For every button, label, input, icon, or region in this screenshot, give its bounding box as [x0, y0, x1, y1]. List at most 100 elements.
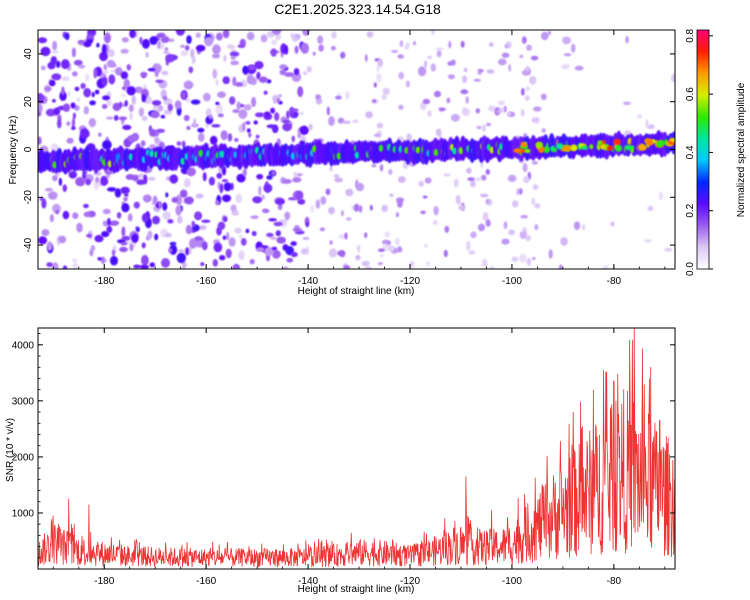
background-noise-blob [508, 229, 515, 236]
noise-scatter-blob [433, 90, 442, 98]
noise-scatter-blob [221, 194, 232, 203]
noise-scatter-blob [256, 247, 265, 252]
spectrogram-y-axis-label: Frequency (Hz) [8, 116, 19, 185]
noise-scatter-blob [89, 100, 96, 106]
signal-band-core [336, 152, 342, 160]
noise-scatter-blob [222, 76, 230, 85]
noise-scatter-blob [526, 44, 532, 51]
noise-scatter-blob [255, 134, 260, 139]
signal-hot-spot [581, 145, 588, 150]
background-noise-blob [380, 253, 384, 258]
noise-scatter-blob [160, 36, 170, 43]
noise-scatter-blob [106, 187, 117, 192]
noise-scatter-blob [294, 45, 299, 54]
background-noise-blob [548, 249, 553, 259]
signal-hot-spot [599, 144, 607, 150]
background-noise-blob [398, 104, 404, 110]
background-noise-blob [423, 244, 428, 248]
noise-scatter-blob [186, 167, 196, 177]
noise-scatter-blob [169, 174, 179, 184]
noise-scatter-blob [424, 60, 428, 68]
noise-scatter-blob [152, 215, 160, 225]
background-noise-blob [243, 104, 252, 111]
noise-scatter-blob [185, 224, 193, 235]
noise-scatter-blob [297, 131, 302, 139]
noise-scatter-blob [326, 106, 330, 116]
noise-scatter-blob [238, 109, 248, 119]
background-noise-blob [108, 49, 115, 58]
noise-scatter-blob [38, 111, 42, 117]
noise-scatter-blob [300, 42, 310, 54]
noise-scatter-blob [358, 205, 363, 213]
noise-scatter-blob [299, 125, 309, 135]
snr-x-tick-label: -80 [607, 576, 622, 587]
background-noise-blob [366, 31, 374, 38]
noise-scatter-blob [183, 80, 194, 90]
noise-scatter-blob [276, 98, 280, 103]
noise-scatter-blob [234, 138, 239, 142]
noise-scatter-blob [160, 114, 166, 119]
background-noise-blob [571, 43, 576, 53]
noise-scatter-blob [121, 235, 131, 241]
noise-scatter-blob [262, 208, 270, 214]
noise-scatter-blob [219, 255, 226, 261]
noise-scatter-blob [340, 210, 345, 217]
background-noise-blob [466, 167, 472, 174]
noise-scatter-blob [256, 173, 264, 180]
noise-scatter-blob [141, 213, 149, 223]
background-noise-blob [230, 204, 237, 212]
background-noise-blob [246, 32, 255, 41]
background-noise-blob [203, 92, 211, 102]
noise-scatter-blob [433, 220, 438, 225]
noise-scatter-blob [373, 133, 381, 137]
noise-scatter-blob [38, 93, 45, 104]
noise-scatter-blob [251, 96, 257, 108]
noise-scatter-blob [248, 132, 252, 138]
noise-scatter-blob [168, 248, 173, 253]
background-noise-blob [154, 136, 160, 144]
noise-scatter-blob [101, 43, 107, 55]
background-noise-blob [477, 223, 486, 232]
noise-scatter-blob [519, 188, 523, 195]
noise-scatter-blob [183, 114, 190, 122]
noise-scatter-blob [219, 183, 224, 193]
noise-scatter-blob [530, 55, 539, 61]
background-noise-blob [137, 173, 146, 179]
noise-scatter-blob [71, 117, 76, 129]
noise-scatter-blob [312, 51, 316, 56]
noise-scatter-blob [185, 247, 190, 256]
background-noise-blob [88, 118, 97, 128]
noise-scatter-blob [503, 221, 508, 230]
noise-scatter-blob [141, 254, 149, 266]
signal-band-core [180, 157, 186, 165]
noise-scatter-blob [252, 196, 263, 204]
background-noise-blob [381, 93, 387, 101]
noise-scatter-blob [133, 201, 140, 209]
noise-scatter-blob [57, 119, 62, 129]
noise-scatter-blob [114, 188, 122, 198]
noise-scatter-blob [282, 179, 292, 184]
noise-scatter-blob [453, 178, 459, 188]
background-noise-blob [138, 107, 145, 117]
noise-scatter-blob [340, 51, 346, 59]
background-noise-blob [603, 265, 609, 269]
signal-band-core [219, 150, 225, 158]
noise-scatter-blob [71, 126, 76, 131]
background-noise-blob [388, 168, 393, 175]
background-noise-blob [435, 47, 444, 51]
background-noise-blob [296, 173, 303, 177]
signal-hot-spot [551, 147, 558, 153]
noise-scatter-blob [523, 176, 530, 184]
signal-hot-spot [570, 145, 578, 151]
noise-scatter-blob [50, 56, 58, 65]
noise-scatter-blob [151, 100, 162, 106]
noise-scatter-blob [413, 41, 416, 46]
background-noise-blob [106, 91, 112, 97]
spectrogram-y-tick-label: 20 [23, 96, 34, 108]
noise-scatter-blob [272, 249, 281, 259]
noise-scatter-blob [135, 226, 140, 233]
noise-scatter-blob [208, 114, 213, 120]
background-noise-blob [198, 225, 207, 231]
background-noise-blob [223, 54, 227, 63]
noise-scatter-blob [237, 44, 245, 48]
